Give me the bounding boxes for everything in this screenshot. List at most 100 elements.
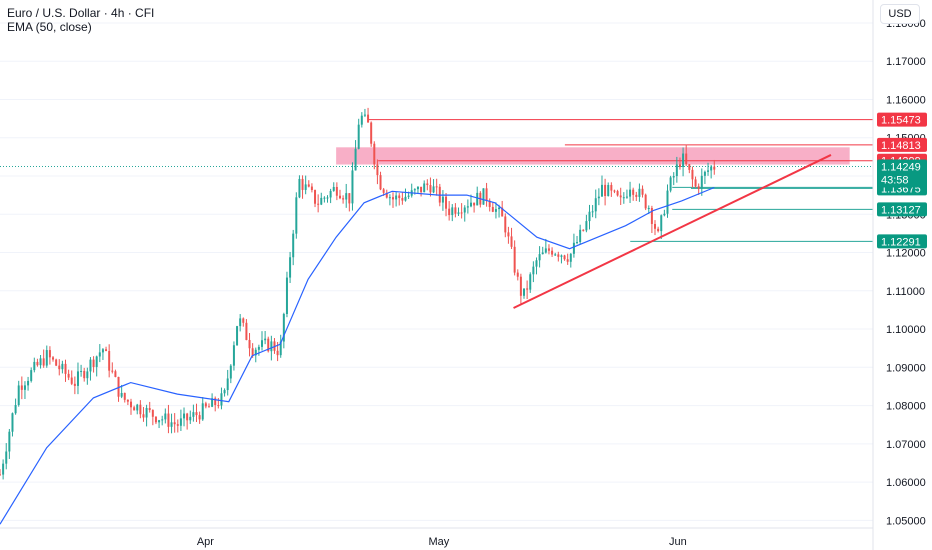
price-tick-label: 1.10000 [886, 324, 926, 336]
candle [597, 188, 600, 206]
candle [285, 271, 288, 318]
candle [360, 112, 363, 128]
candle [660, 214, 663, 239]
candle-body [426, 183, 429, 186]
candle-body [176, 424, 179, 426]
candle [448, 201, 451, 221]
candle-body [223, 390, 226, 394]
candle [267, 336, 270, 353]
candle [257, 344, 260, 356]
candle-body [229, 365, 232, 379]
candle-body [585, 221, 588, 231]
candle [445, 193, 448, 217]
candle [95, 355, 98, 377]
candle [232, 341, 235, 371]
candle-body [145, 408, 148, 418]
candle [654, 220, 657, 236]
candle-body [638, 188, 641, 197]
candle-body [392, 197, 395, 200]
candle [585, 214, 588, 233]
candle [638, 183, 641, 202]
candle [304, 175, 307, 195]
candle [703, 170, 706, 185]
candle [551, 247, 554, 257]
candle [604, 178, 607, 206]
candle-body [55, 359, 58, 366]
candle-body [58, 365, 61, 370]
candle [139, 400, 142, 419]
price-tick-label: 1.11000 [886, 286, 925, 298]
candle-body [239, 318, 242, 327]
time-axis[interactable]: Apr May Jun [0, 527, 873, 548]
candle-body [148, 408, 151, 411]
candle [239, 314, 242, 332]
candle-body [89, 359, 92, 372]
candle-body [488, 200, 491, 207]
price-tick-label: 1.07000 [886, 439, 926, 451]
time-tick-label: Jun [669, 536, 687, 548]
candle [27, 376, 30, 391]
candle [535, 257, 538, 275]
candle [629, 181, 632, 204]
candle-body [64, 363, 67, 374]
candle-body [675, 164, 678, 177]
candle [83, 367, 86, 382]
currency-button[interactable]: USD [880, 4, 920, 24]
candle-body [276, 350, 279, 356]
candle-body [429, 185, 432, 193]
candle-body [416, 186, 419, 190]
candle-body [357, 124, 360, 149]
candle-body [635, 194, 638, 197]
candle-body [217, 405, 220, 407]
candle-body [563, 255, 566, 260]
candle-body [526, 288, 529, 290]
candle [264, 331, 267, 345]
candle-body [117, 376, 120, 397]
candle-body [420, 186, 423, 193]
candle-body [186, 413, 189, 421]
candle [532, 261, 535, 283]
candle [401, 192, 404, 205]
candle [317, 194, 320, 213]
candle [560, 254, 563, 264]
candle [538, 246, 541, 268]
candle-body [2, 463, 5, 475]
candle [694, 176, 697, 188]
candle [58, 359, 61, 376]
candle-body [139, 404, 142, 415]
candle-body [666, 190, 669, 214]
candle-body [451, 207, 454, 216]
price-tick-label: 1.12000 [886, 248, 926, 260]
candle [482, 188, 485, 205]
candle-body [332, 186, 335, 191]
candle-body [261, 340, 264, 347]
candle-body [133, 407, 136, 411]
candle-body [367, 114, 370, 123]
candle [713, 159, 716, 175]
candle-body [491, 206, 494, 212]
candle [183, 407, 186, 427]
candle [248, 333, 251, 357]
candle-body [295, 197, 298, 234]
price-axis[interactable]: 1.180001.170001.160001.150001.140001.130… [872, 0, 926, 550]
candle-body [379, 175, 382, 190]
price-tick-label: 1.09000 [886, 362, 926, 374]
candle-body [370, 122, 373, 144]
candle-body [120, 392, 123, 397]
countdown-label: 43:58 [881, 174, 909, 186]
candle-body [195, 412, 198, 416]
candle-body [523, 288, 526, 296]
candle [73, 376, 76, 395]
level-badge-bg [877, 112, 927, 127]
candle [529, 272, 532, 293]
candle [513, 240, 516, 276]
candle-body [538, 254, 541, 261]
candle-body [285, 277, 288, 315]
candle-body [292, 233, 295, 258]
candle-body [541, 252, 544, 255]
candle [351, 162, 354, 211]
candle [120, 384, 123, 399]
candle-body [73, 383, 76, 386]
candle-body [572, 242, 575, 254]
